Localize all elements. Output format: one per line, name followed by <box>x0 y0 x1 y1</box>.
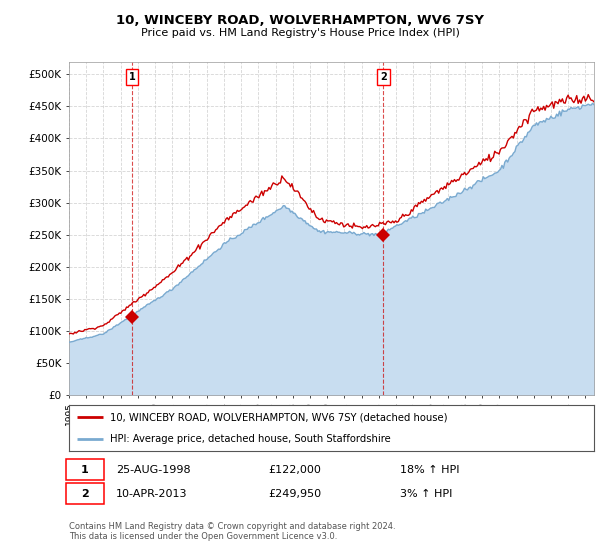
FancyBboxPatch shape <box>66 483 104 504</box>
Text: 10-APR-2013: 10-APR-2013 <box>116 489 188 499</box>
Text: HPI: Average price, detached house, South Staffordshire: HPI: Average price, detached house, Sout… <box>110 435 391 444</box>
Text: £249,950: £249,950 <box>269 489 322 499</box>
Text: 10, WINCEBY ROAD, WOLVERHAMPTON, WV6 7SY: 10, WINCEBY ROAD, WOLVERHAMPTON, WV6 7SY <box>116 14 484 27</box>
FancyBboxPatch shape <box>66 459 104 480</box>
Text: 10, WINCEBY ROAD, WOLVERHAMPTON, WV6 7SY (detached house): 10, WINCEBY ROAD, WOLVERHAMPTON, WV6 7SY… <box>110 412 448 422</box>
Text: £122,000: £122,000 <box>269 464 322 474</box>
Text: 18% ↑ HPI: 18% ↑ HPI <box>400 464 459 474</box>
Text: 2: 2 <box>380 72 387 82</box>
Text: 3% ↑ HPI: 3% ↑ HPI <box>400 489 452 499</box>
Text: Price paid vs. HM Land Registry's House Price Index (HPI): Price paid vs. HM Land Registry's House … <box>140 28 460 38</box>
Text: 1: 1 <box>81 464 89 474</box>
Text: 25-AUG-1998: 25-AUG-1998 <box>116 464 191 474</box>
Text: 2: 2 <box>81 489 89 499</box>
Text: 1: 1 <box>128 72 135 82</box>
Text: Contains HM Land Registry data © Crown copyright and database right 2024.
This d: Contains HM Land Registry data © Crown c… <box>69 522 395 542</box>
